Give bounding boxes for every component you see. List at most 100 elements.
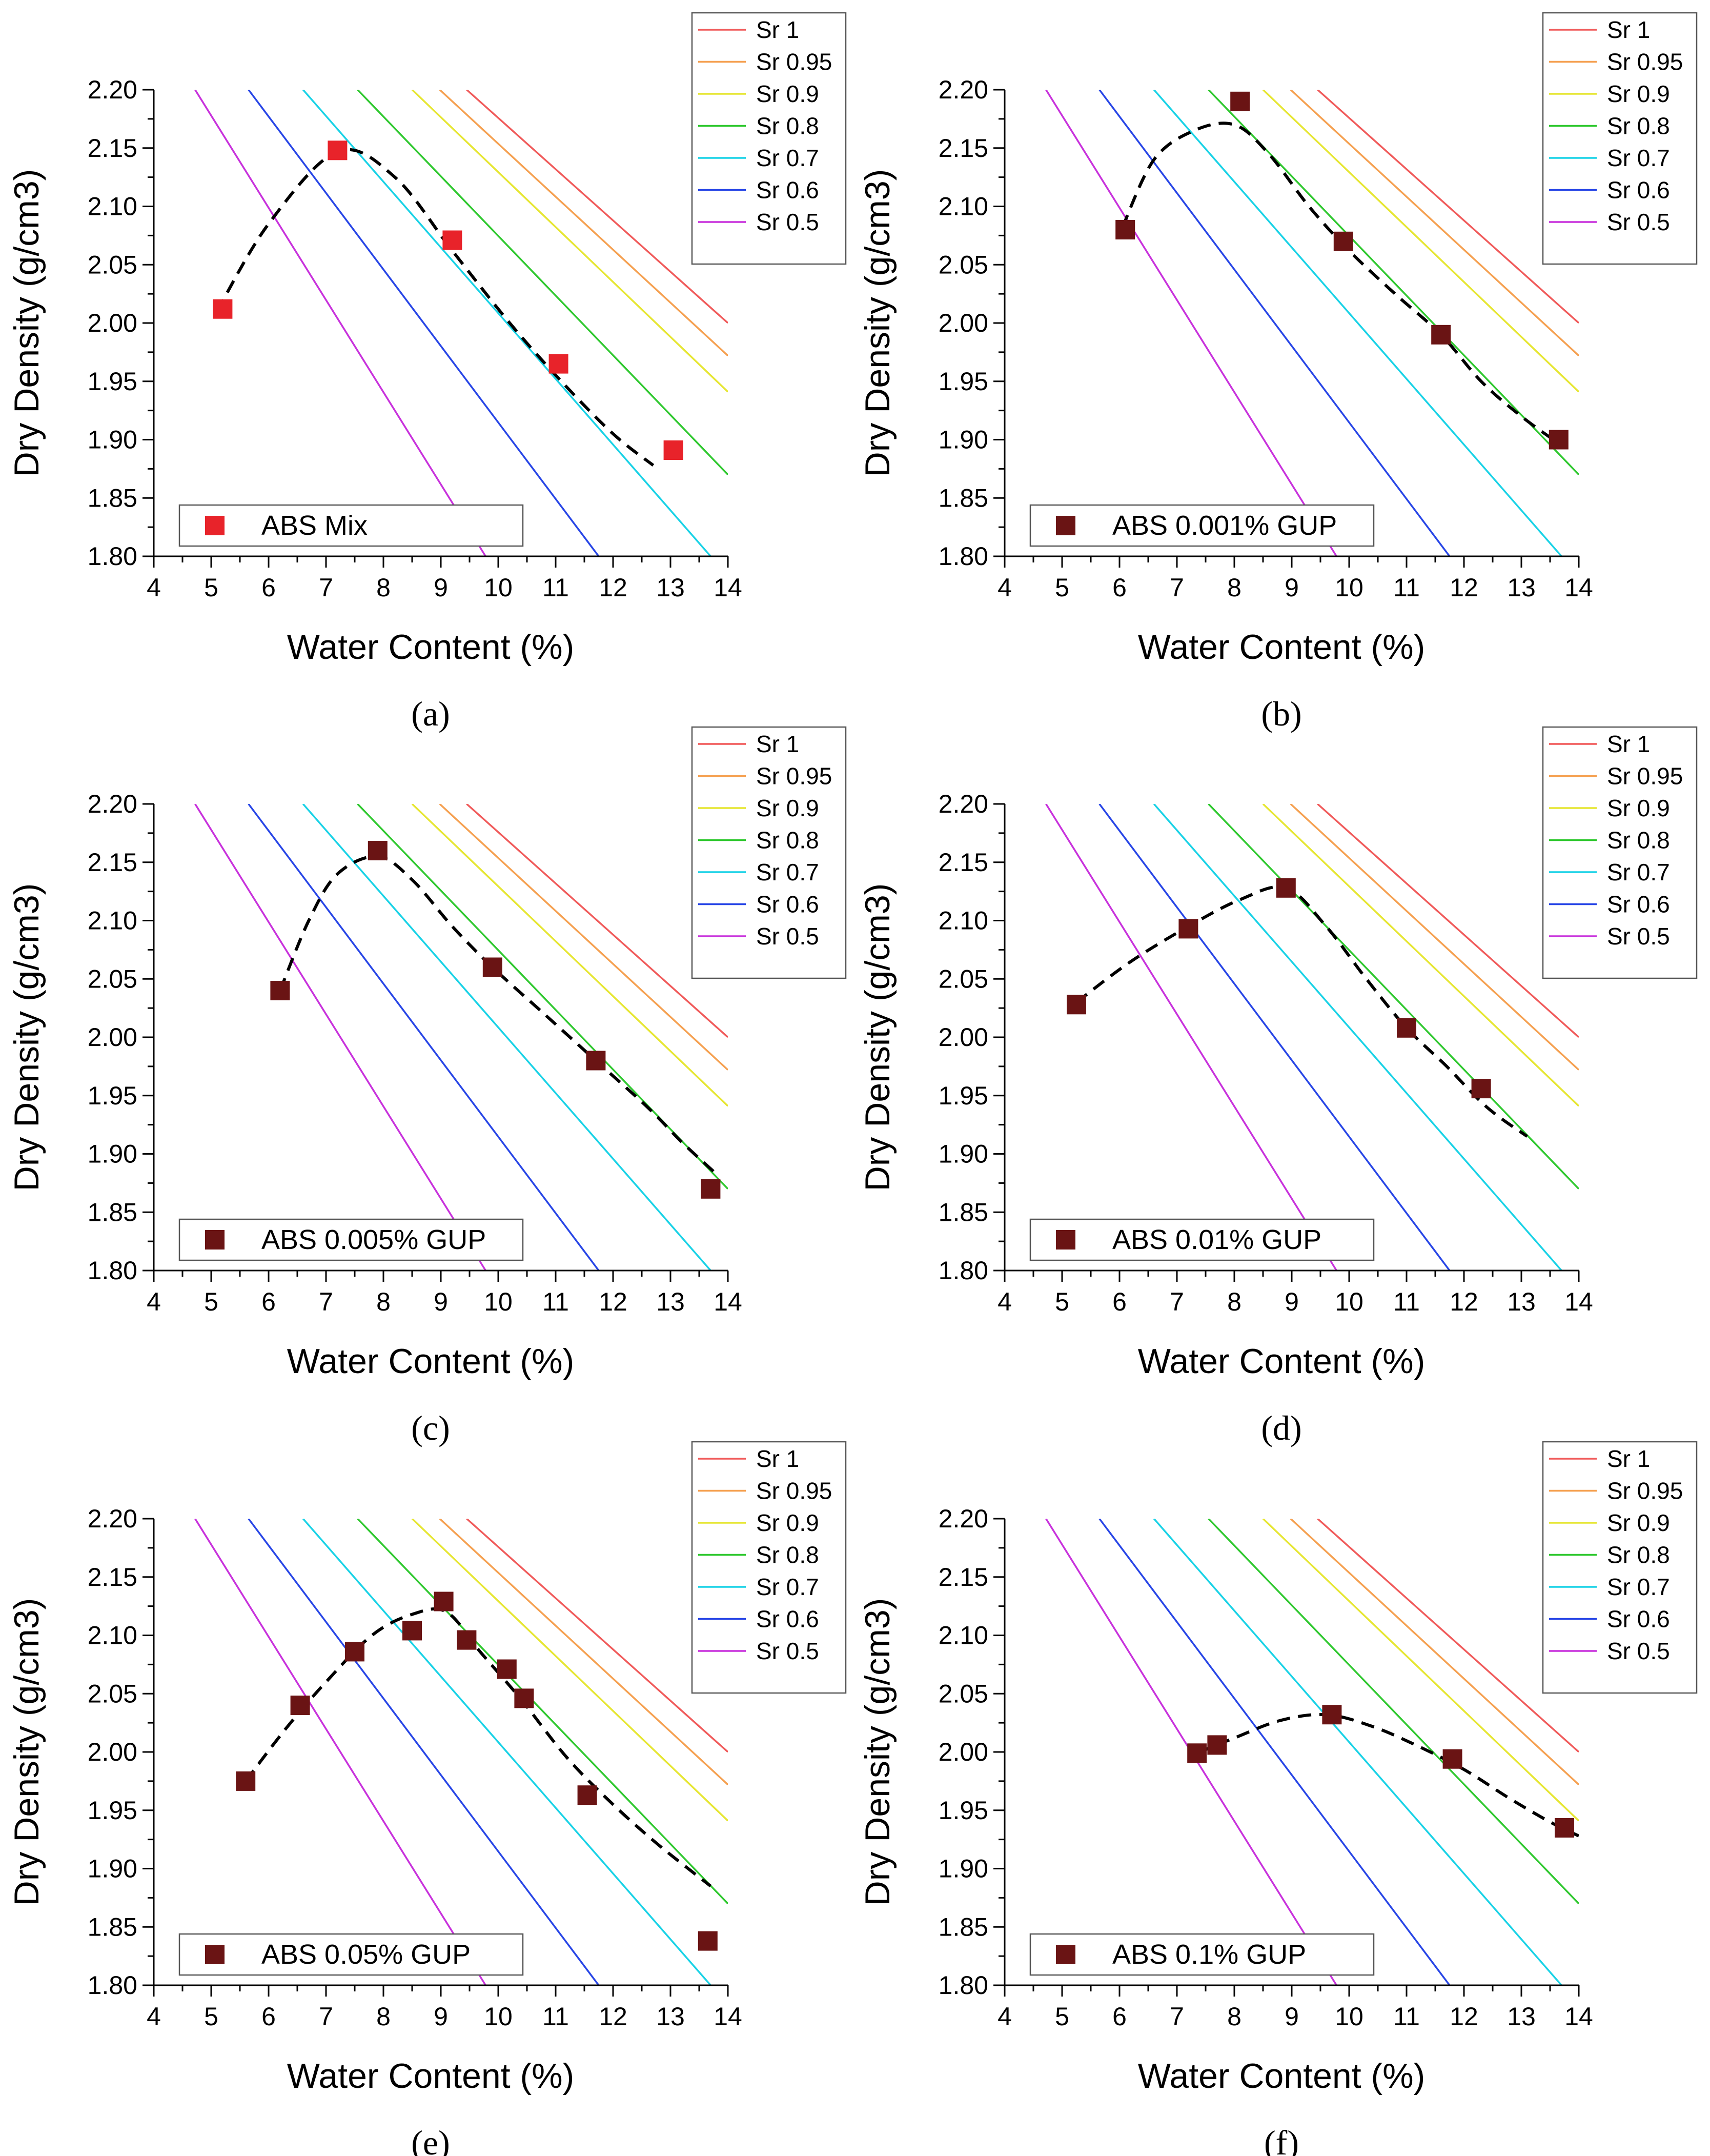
sr-legend-label: Sr 0.5 [1607, 1638, 1670, 1664]
series-legend-label: ABS 0.005% GUP [261, 1224, 486, 1255]
y-tick-label: 2.10 [88, 1621, 137, 1650]
sr-legend-label: Sr 1 [756, 1445, 799, 1472]
x-tick-label: 14 [1564, 1287, 1593, 1316]
sr-legend-label: Sr 0.6 [1607, 177, 1670, 204]
sr-legend-label: Sr 1 [1607, 1445, 1650, 1472]
x-tick-label: 14 [714, 573, 742, 602]
sr-legend-label: Sr 0.7 [756, 145, 819, 171]
panel-label-text: (d) [1261, 1408, 1301, 1447]
saturation-lines [194, 90, 728, 556]
series-legend-marker [1056, 1945, 1075, 1964]
x-tick-label: 8 [1227, 573, 1241, 602]
x-tick-label: 12 [599, 573, 627, 602]
series-legend-label: ABS Mix [261, 510, 368, 541]
sr-legend-label: Sr 0.6 [756, 177, 819, 204]
sr-legend-label: Sr 0.6 [1607, 1606, 1670, 1633]
sr-legend-label: Sr 0.8 [756, 827, 819, 854]
x-tick-label: 6 [1112, 2002, 1127, 2031]
y-tick-label: 2.10 [939, 906, 988, 935]
data-point [1442, 1749, 1462, 1769]
series-legend-frame [1029, 504, 1375, 547]
x-tick-label: 6 [1112, 1287, 1127, 1316]
y-tick-label: 2.15 [939, 1563, 988, 1591]
panel-label: (e) [411, 2123, 450, 2156]
x-axis-title: Water Content (%) [287, 628, 575, 667]
sr-legend-label: Sr 0.5 [1607, 923, 1670, 950]
series-legend-label: ABS 0.001% GUP [1112, 510, 1337, 541]
y-tick-label: 2.15 [88, 1563, 137, 1591]
data-point [434, 1591, 454, 1611]
x-tick-label: 12 [599, 2002, 627, 2031]
panel-d: 4 5 6 7 8 9 10 11 12 13 14 1.80 1.85 1.90 1.95 2.00 2.05… [858, 726, 1698, 1447]
x-tick-label: 6 [261, 2002, 276, 2031]
x-tick-label: 7 [319, 1287, 333, 1316]
y-tick-label: 1.95 [939, 1796, 988, 1825]
x-tick-label: 14 [1564, 573, 1593, 602]
x-tick-label: 5 [1055, 1287, 1069, 1316]
sr-line-Sr-0_6 [248, 90, 600, 556]
saturation-lines [194, 1519, 728, 1985]
x-tick-label: 12 [599, 1287, 627, 1316]
data-point [1555, 1818, 1574, 1838]
y-axis-title: Dry Density (g/cm3) [858, 1598, 897, 1906]
series-legend-label: ABS 0.05% GUP [261, 1939, 471, 1970]
sr-line-Sr-1 [1317, 1519, 1579, 1753]
x-tick-label: 13 [656, 573, 685, 602]
x-tick-label: 13 [1507, 2002, 1536, 2031]
x-tick-label: 5 [1055, 573, 1069, 602]
x-tick-label: 5 [204, 2002, 218, 2031]
sr-line-Sr-1 [466, 804, 728, 1038]
sr-line-Sr-0_95 [1290, 1519, 1579, 1785]
series-legend-marker [1056, 1230, 1075, 1250]
y-tick-label: 2.05 [88, 964, 137, 993]
panel-label-text: (b) [1261, 694, 1301, 733]
x-axis-title: Water Content (%) [1138, 1342, 1426, 1381]
data-point [1322, 1705, 1342, 1725]
data-point [402, 1621, 422, 1641]
x-tick-label: 9 [1285, 2002, 1299, 2031]
panel-label: (b) [1261, 694, 1301, 733]
x-tick-label: 10 [1335, 1287, 1363, 1316]
sr-line-Sr-0_7 [1153, 1519, 1562, 1985]
sr-legend-label: Sr 0.9 [1607, 1509, 1670, 1536]
sr-legend-label: Sr 0.95 [756, 763, 832, 790]
y-tick-label: 1.95 [939, 367, 988, 396]
sr-legend-label: Sr 0.5 [756, 1638, 819, 1664]
sr-legend-label: Sr 0.95 [756, 1478, 832, 1504]
data-point [1549, 430, 1569, 450]
x-tick-label: 7 [319, 2002, 333, 2031]
x-tick-label: 12 [1450, 2002, 1478, 2031]
x-tick-label: 4 [998, 573, 1012, 602]
panel-b: 4 5 6 7 8 9 10 11 12 13 14 1.80 1.85 1.90 1.95 2.00 2.05… [858, 12, 1698, 733]
y-tick-label: 2.05 [939, 964, 988, 993]
data-point [1276, 878, 1296, 898]
x-tick-label: 11 [542, 1287, 569, 1316]
x-tick-label: 6 [261, 573, 276, 602]
x-tick-label: 11 [1393, 1287, 1420, 1316]
sr-legend-label: Sr 0.9 [1607, 80, 1670, 107]
sr-line-Sr-0_8 [1208, 804, 1579, 1190]
sr-line-Sr-0_9 [411, 804, 728, 1107]
sr-line-Sr-0_7 [302, 1519, 711, 1985]
series-legend-label: ABS 0.01% GUP [1112, 1224, 1321, 1255]
x-tick-label: 9 [434, 1287, 448, 1316]
sr-line-Sr-1 [466, 1519, 728, 1753]
panel-label: (a) [411, 694, 450, 733]
sr-legend: Sr 1 Sr 0.95 Sr 0.9 Sr 0.8 Sr 0.7 Sr 0.6 Sr 0.… [1542, 1441, 1698, 1694]
x-tick-label: 9 [434, 2002, 448, 2031]
y-tick-label: 1.85 [88, 1912, 137, 1941]
x-tick-label: 8 [1227, 2002, 1241, 2031]
series-legend-marker [205, 516, 225, 535]
y-tick-label: 1.90 [939, 1140, 988, 1168]
y-axis-title: Dry Density (g/cm3) [7, 1598, 46, 1906]
data-point [514, 1688, 534, 1708]
x-tick-label: 8 [376, 573, 391, 602]
y-axis-title: Dry Density (g/cm3) [858, 883, 897, 1192]
series-legend: ABS 0.05% GUP [178, 1933, 524, 1976]
data-point [236, 1771, 256, 1791]
data-point [698, 1931, 718, 1951]
x-tick-label: 10 [484, 1287, 513, 1316]
sr-line-Sr-0_9 [1262, 1519, 1579, 1822]
sr-line-Sr-1 [466, 90, 728, 324]
sr-line-Sr-0_95 [1290, 90, 1579, 356]
